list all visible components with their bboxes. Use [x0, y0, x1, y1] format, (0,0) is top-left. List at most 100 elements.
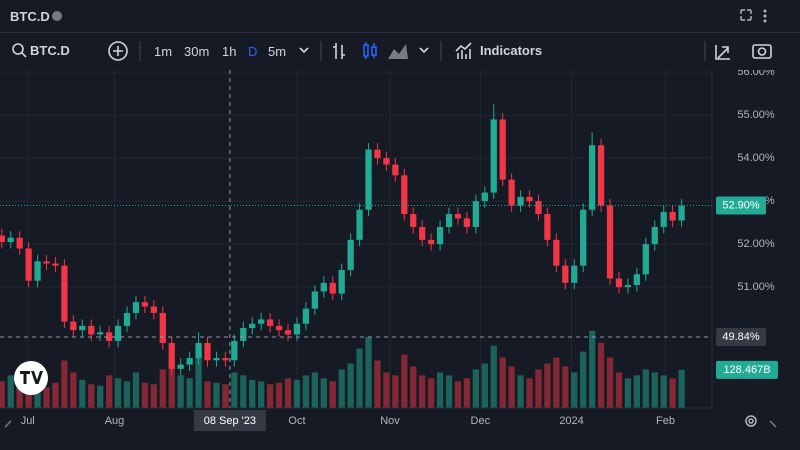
- candle-body: [571, 265, 578, 283]
- candle-icon[interactable]: [363, 42, 377, 59]
- candle-body: [123, 312, 131, 326]
- crosshair-price-label: 49.84%: [722, 331, 760, 343]
- candle-body: [0, 235, 5, 243]
- candle-body: [544, 214, 551, 240]
- volume-bar: [651, 372, 658, 408]
- toolbar: BTC.D 1m 30m 1h D 5m Indicators: [0, 33, 800, 69]
- volume-bar: [213, 382, 220, 408]
- volume-bar: [88, 384, 95, 408]
- indicators-button[interactable]: Indicators: [480, 43, 543, 58]
- volume-bar: [123, 381, 131, 408]
- candle-body: [562, 265, 569, 283]
- volume-bar: [606, 357, 614, 408]
- y-tick-label: 52.00%: [737, 238, 775, 250]
- volume-bar: [571, 372, 578, 408]
- candle-body: [168, 343, 175, 369]
- last-volume-label: 128.467B: [723, 364, 770, 376]
- axes: 51.00%52.00%53.00%54.00%55.00%56.00%JulA…: [21, 70, 778, 431]
- volume-bar: [61, 360, 68, 408]
- volume-bar: [660, 375, 667, 408]
- grid: [0, 70, 712, 408]
- volume-bar: [445, 375, 453, 408]
- interval-active[interactable]: D: [248, 44, 258, 59]
- candle-body: [132, 302, 140, 313]
- more-icon[interactable]: [763, 9, 767, 23]
- volume-bar: [544, 363, 551, 408]
- volume-bar: [410, 366, 417, 408]
- candle-body: [428, 239, 435, 245]
- volume-bar: [419, 375, 426, 408]
- chart-type-menu[interactable]: [419, 47, 429, 54]
- area-icon[interactable]: [388, 44, 408, 59]
- tradingview-logo: [14, 361, 48, 395]
- add-symbol-icon[interactable]: [108, 41, 128, 61]
- indicators-icon[interactable]: [455, 42, 472, 59]
- interval[interactable]: 5m: [268, 44, 287, 59]
- info-icon[interactable]: [52, 11, 62, 21]
- volume-bar: [624, 378, 632, 408]
- candle-body: [347, 239, 354, 270]
- x-tick-label: Nov: [380, 415, 400, 427]
- volume-bar: [195, 348, 202, 408]
- volume-bar: [356, 348, 363, 408]
- volume-bar: [141, 382, 149, 408]
- volume-bar: [401, 354, 408, 408]
- interval[interactable]: 1h: [222, 44, 237, 59]
- resize-handle: [4, 420, 777, 428]
- interval-menu[interactable]: [299, 47, 309, 54]
- chart: 51.00%52.00%53.00%54.00%55.00%56.00%JulA…: [0, 70, 778, 431]
- candle-body: [624, 285, 632, 288]
- candle-body: [651, 226, 658, 245]
- volume-bar: [490, 345, 497, 408]
- settings-icon[interactable]: [745, 415, 757, 427]
- candle-body: [43, 261, 50, 264]
- candle-body: [141, 302, 149, 307]
- candle-body: [383, 158, 390, 165]
- volume-bar: [678, 369, 685, 408]
- volume-bar: [499, 357, 506, 408]
- candle-body: [105, 332, 113, 341]
- volume-bar: [383, 372, 390, 408]
- volume-bar: [79, 379, 86, 408]
- candle-body: [70, 321, 77, 331]
- candle-body: [284, 330, 292, 335]
- bar-icon[interactable]: [333, 43, 345, 59]
- candle-body: [606, 205, 614, 279]
- volume-bar: [105, 375, 113, 408]
- volume-bar: [249, 379, 256, 408]
- x-tick-label: Dec: [471, 415, 491, 427]
- interval[interactable]: 1m: [154, 44, 173, 59]
- x-tick-label: 2024: [559, 415, 583, 427]
- candle-body: [195, 343, 202, 359]
- camera-icon[interactable]: [752, 44, 772, 59]
- candle-body: [79, 325, 86, 331]
- candle-body: [678, 205, 685, 221]
- candle-body: [401, 175, 408, 215]
- candle-body: [642, 244, 649, 275]
- volume-bar: [329, 381, 336, 408]
- candle-body: [508, 179, 515, 206]
- candle-body: [481, 192, 488, 202]
- candle-body: [526, 196, 533, 202]
- symbol[interactable]: BTC.D: [30, 43, 70, 58]
- volume-bar: [428, 378, 435, 408]
- share-icon[interactable]: [715, 45, 730, 60]
- volume-bar: [508, 366, 515, 408]
- volume-bar: [669, 378, 676, 408]
- volume-bar: [114, 378, 122, 408]
- y-tick-label: 55.00%: [737, 109, 775, 121]
- volume-bar: [320, 378, 327, 408]
- volume-bar: [231, 372, 238, 408]
- candle-body: [338, 269, 345, 294]
- interval[interactable]: 30m: [184, 44, 210, 59]
- crosshair-date-label: 08 Sep '23: [204, 415, 256, 427]
- search-icon[interactable]: [12, 43, 24, 55]
- volume-bar: [284, 378, 292, 408]
- fullscreen-icon[interactable]: [740, 9, 752, 21]
- candle-body: [7, 237, 14, 243]
- volume-bar: [615, 372, 623, 408]
- y-tick-label: 54.00%: [737, 152, 775, 164]
- candle-body: [267, 319, 274, 326]
